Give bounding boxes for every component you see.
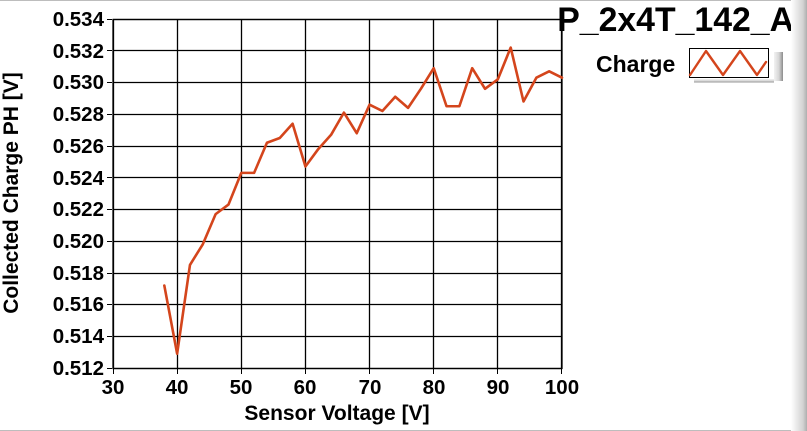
svg-text:100: 100 <box>545 376 579 399</box>
svg-text:0.534: 0.534 <box>53 8 105 31</box>
svg-text:0.524: 0.524 <box>53 167 105 190</box>
svg-text:70: 70 <box>359 376 382 399</box>
svg-text:0.512: 0.512 <box>53 357 104 380</box>
svg-text:60: 60 <box>294 376 317 399</box>
svg-text:0.528: 0.528 <box>53 103 104 126</box>
svg-text:50: 50 <box>230 376 253 399</box>
svg-text:P_2x4T_142_A: P_2x4T_142_A <box>557 1 794 39</box>
svg-text:90: 90 <box>487 376 510 399</box>
svg-text:0.514: 0.514 <box>53 325 105 348</box>
svg-text:Charge: Charge <box>596 51 675 77</box>
svg-text:0.532: 0.532 <box>53 40 104 63</box>
svg-text:40: 40 <box>166 376 189 399</box>
svg-text:80: 80 <box>423 376 446 399</box>
svg-text:0.522: 0.522 <box>53 198 104 221</box>
svg-text:0.518: 0.518 <box>53 262 104 285</box>
svg-text:Collected Charge PH [V]: Collected Charge PH [V] <box>0 72 23 314</box>
svg-text:0.526: 0.526 <box>53 135 104 158</box>
svg-text:0.516: 0.516 <box>53 293 104 316</box>
svg-text:30: 30 <box>102 376 125 399</box>
svg-text:0.520: 0.520 <box>53 230 104 253</box>
svg-text:0.530: 0.530 <box>53 71 104 94</box>
svg-text:Sensor Voltage [V]: Sensor Voltage [V] <box>244 402 429 425</box>
